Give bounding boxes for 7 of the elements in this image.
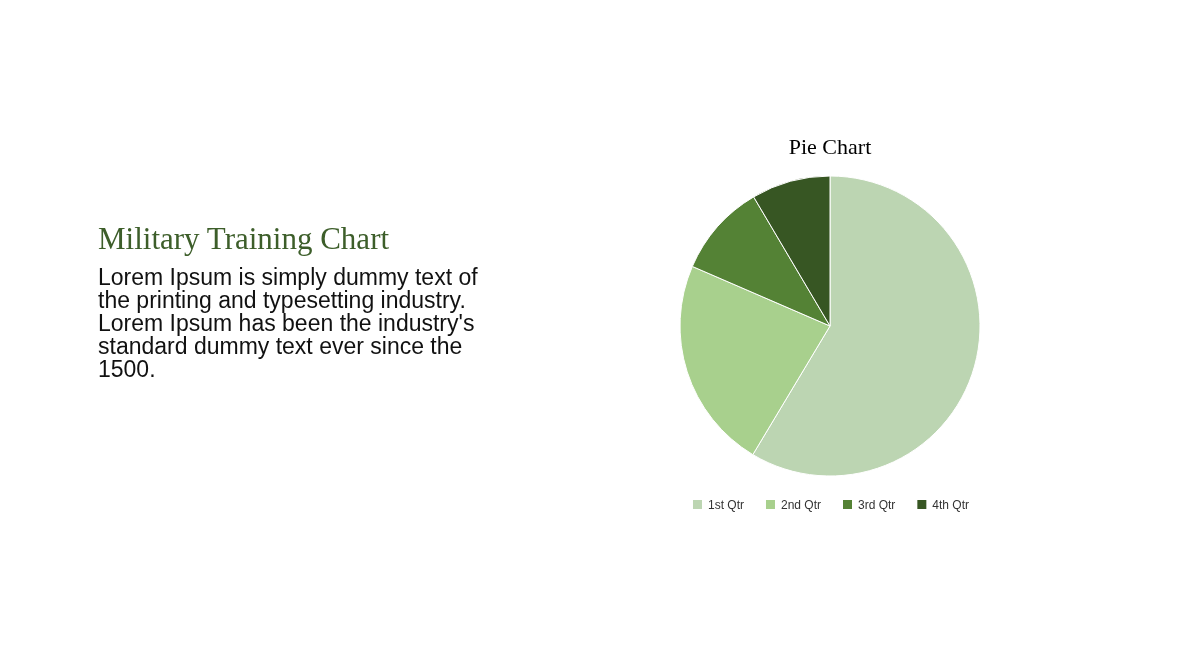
text: Lorem Ipsum is simply dummy text of the printing and typesetting industry. Lorem Ipsum has been the industry's standard dummy text ever since the 1500. bbox=[98, 264, 479, 382]
legend-label: 3rd Qtr bbox=[858, 497, 896, 512]
legend-label: 1st Qtr bbox=[707, 497, 744, 512]
text: Military Training Chart bbox=[98, 220, 391, 258]
legend-label: 2nd Qtr bbox=[780, 497, 822, 512]
chart-title: Pie Chart bbox=[788, 133, 872, 159]
legend-label: 4th Qtr bbox=[932, 497, 970, 512]
